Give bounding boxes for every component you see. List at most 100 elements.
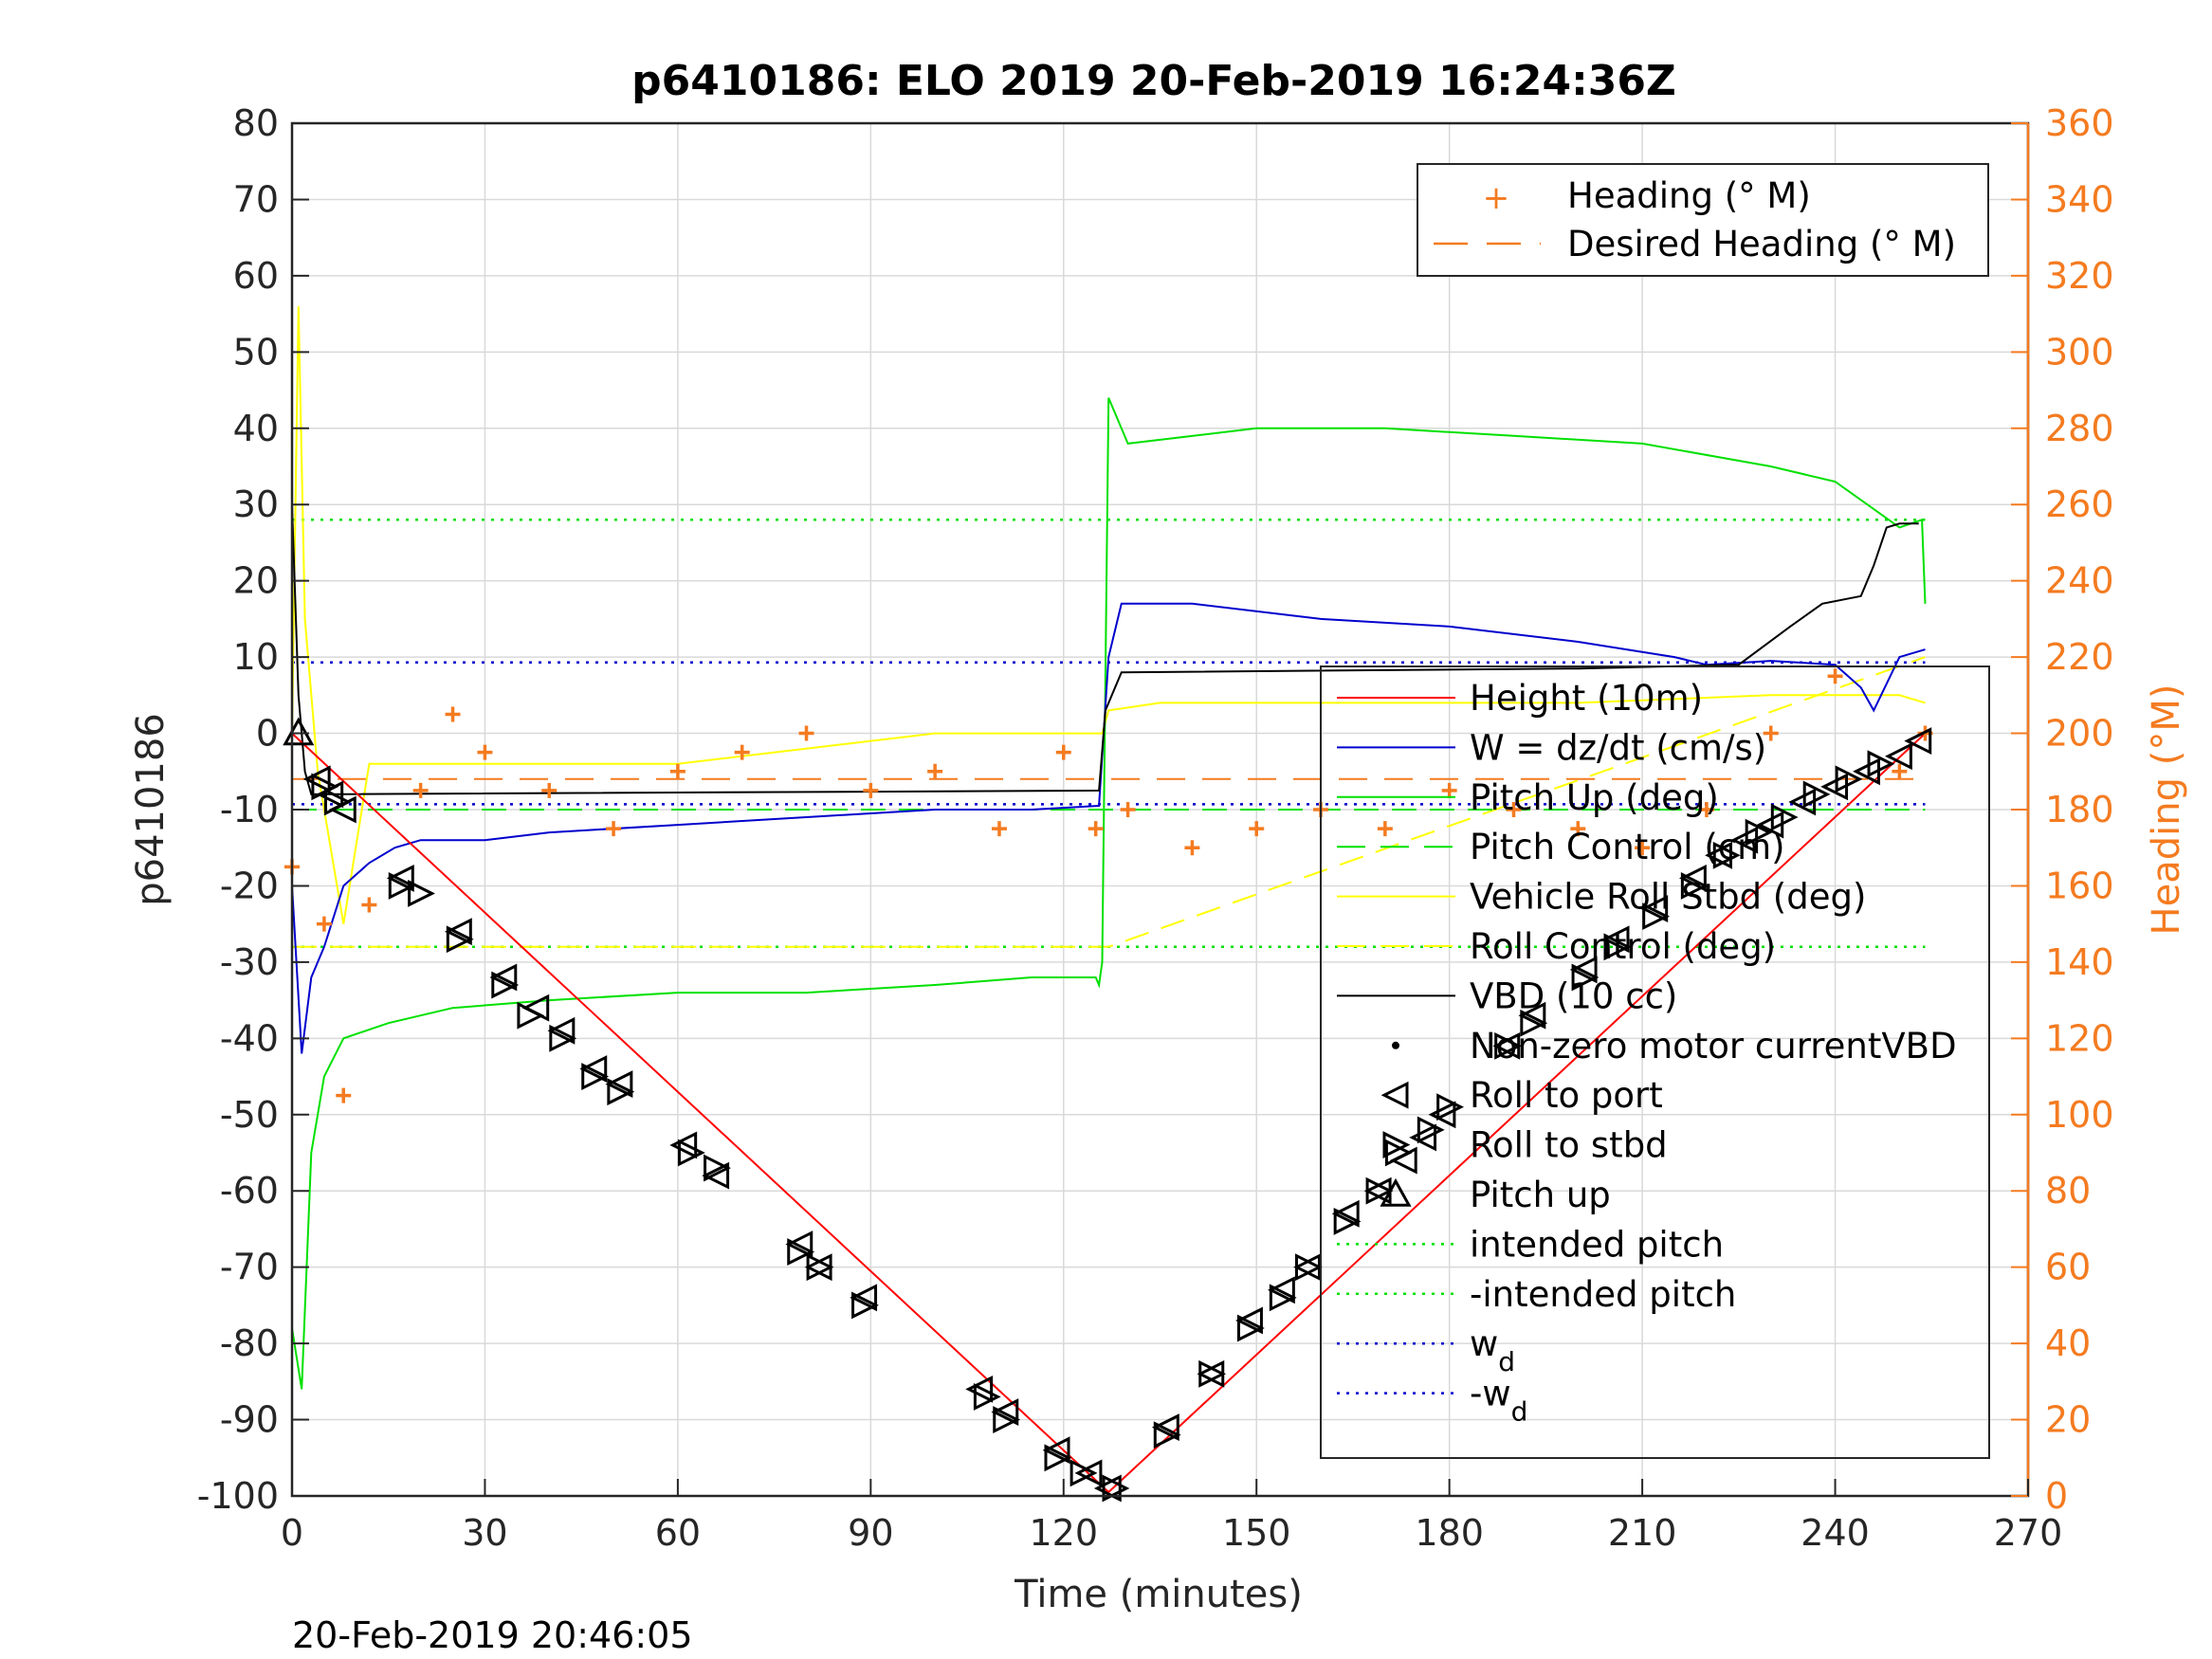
x-tick-label: 30 [462, 1512, 507, 1554]
roll-to-port-marker [1518, 1001, 1546, 1030]
x-axis-label: Time (minutes) [1014, 1573, 1303, 1616]
heading-point [991, 821, 1007, 837]
heading-point [361, 897, 377, 913]
roll-to-stbd-marker [1802, 780, 1831, 809]
roll-to-port-marker [489, 963, 518, 992]
y-tick-label-left: 30 [233, 483, 279, 525]
markers-layer [283, 717, 1932, 1503]
heading-point [1570, 821, 1586, 837]
roll-to-port-marker [605, 1070, 633, 1099]
legend-heading-label-0: Heading (° M) [1567, 175, 1811, 216]
y-tick-label-left: 40 [233, 408, 279, 449]
roll-to-stbd-marker [851, 1291, 879, 1320]
y-axis-right-ticks: 3603403203002802602402202001801601401201… [2011, 102, 2114, 1517]
heading-point [863, 782, 879, 798]
roll-to-port-marker [1074, 1459, 1103, 1487]
y-tick-label-left: 50 [233, 331, 279, 373]
y-tick-label-right: 300 [2045, 331, 2114, 373]
roll-to-stbd-marker [1770, 803, 1799, 831]
heading-point [1377, 821, 1393, 837]
roll-to-stbd-marker [323, 788, 352, 816]
heading-point [1055, 744, 1071, 760]
roll-to-port-marker [579, 1055, 608, 1083]
roll-to-stbd-marker [677, 1139, 705, 1167]
y-tick-label-left: 0 [256, 713, 279, 755]
roll-to-stbd-marker [549, 1024, 577, 1052]
roll-to-port-marker [669, 1131, 698, 1159]
roll-to-stbd-marker [806, 1253, 834, 1282]
roll-to-port-marker [1267, 1276, 1295, 1304]
roll-to-stbd-marker [1384, 1139, 1413, 1167]
legend-item-10-label: Pitch up [1470, 1175, 1611, 1215]
roll-to-port-marker [1409, 1123, 1437, 1152]
roll-to-stbd-marker [1571, 963, 1600, 992]
legend-main: Height (10m) W = dz/dt (cm/s) Pitch Up (de… [1320, 665, 1990, 1459]
y-tick-label-right: 360 [2045, 102, 2114, 144]
roll-to-stbd-marker [704, 1154, 731, 1182]
roll-to-port-marker [1093, 1474, 1122, 1503]
y-tick-label-right: 340 [2045, 178, 2114, 220]
series-roll-control [292, 656, 1926, 948]
heading-point [1635, 840, 1651, 856]
heading-point [1892, 763, 1908, 779]
y-tick-label-left: 80 [233, 102, 279, 144]
roll-to-stbd-marker [1294, 1253, 1323, 1282]
x-tick-label: 120 [1030, 1512, 1099, 1554]
series-w [291, 602, 1926, 1054]
x-tick-label: 270 [1994, 1512, 2063, 1554]
y-tick-label-right: 200 [2045, 713, 2114, 755]
legend-heading-marker: + [1483, 179, 1510, 217]
y-tick-label-left: -30 [220, 941, 279, 983]
roll-to-stbd-marker [517, 1001, 545, 1030]
roll-to-stbd-marker [491, 971, 520, 999]
roll-to-port-marker [1331, 1199, 1360, 1228]
roll-to-port-marker [1042, 1436, 1070, 1465]
y-tick-label-left: -80 [220, 1322, 279, 1364]
legend-item-0-label: Height (10m) [1470, 678, 1703, 719]
y-tick-label-left: 60 [233, 255, 279, 297]
y-tick-label-right: 180 [2045, 789, 2114, 830]
roll-to-stbd-marker [607, 1078, 635, 1106]
y-tick-label-right: 100 [2045, 1094, 2114, 1136]
roll-to-stbd-marker [1102, 1474, 1130, 1503]
x-tick-label: 240 [1801, 1512, 1870, 1554]
roll-to-stbd-marker [408, 880, 435, 907]
roll-to-port-marker [850, 1284, 878, 1312]
legend-item-2-label: Pitch Up (deg) [1470, 777, 1719, 818]
y-tick-label-left: -60 [220, 1170, 279, 1212]
roll-to-port-marker [1705, 841, 1732, 869]
roll-to-stbd-marker [311, 773, 339, 801]
roll-to-stbd-marker [787, 1238, 815, 1267]
y-tick-label-left: -50 [220, 1094, 279, 1136]
chart-title: p6410186: ELO 2019 20-Feb-2019 16:24:36Z [631, 57, 1676, 105]
heading-point [1827, 668, 1843, 684]
roll-to-port-marker [1679, 864, 1707, 892]
y-axis-left-ticks: 80 70 60 50 40 30 20 10 0 -10 -20 -30 -40 -50 -60 -70 -8… [197, 102, 309, 1517]
heading-point [1249, 821, 1265, 837]
legend-item-3-label: Pitch Control (cm) [1470, 827, 1785, 867]
roll-to-stbd-marker [1198, 1359, 1227, 1388]
y-tick-label-left: -100 [197, 1475, 279, 1517]
heading-point [541, 782, 558, 798]
roll-to-port-marker [1428, 1101, 1456, 1129]
heading-point [445, 706, 461, 722]
y-tick-label-right: 80 [2045, 1170, 2091, 1212]
y-tick-label-right: 0 [2045, 1475, 2068, 1517]
roll-to-port-marker [444, 918, 472, 946]
roll-to-stbd-marker [973, 1382, 1001, 1411]
series-vehicle-roll [291, 306, 1926, 924]
y-tick-label-right: 160 [2045, 865, 2114, 906]
roll-to-stbd-marker [1835, 765, 1863, 793]
heading-point [412, 782, 429, 798]
heading-point [1763, 725, 1779, 741]
heading-point [1120, 802, 1136, 817]
heading-point [734, 744, 750, 760]
heading-point [477, 744, 493, 760]
roll-to-port-marker [1885, 742, 1912, 771]
y-tick-label-right: 140 [2045, 941, 2114, 983]
footer-timestamp: 20-Feb-2019 20:46:05 [292, 1614, 693, 1656]
y-tick-label-right: 280 [2045, 408, 2114, 449]
roll-to-port-marker [386, 864, 414, 892]
roll-to-port-marker [965, 1375, 994, 1403]
y-tick-label-right: 60 [2045, 1247, 2091, 1288]
